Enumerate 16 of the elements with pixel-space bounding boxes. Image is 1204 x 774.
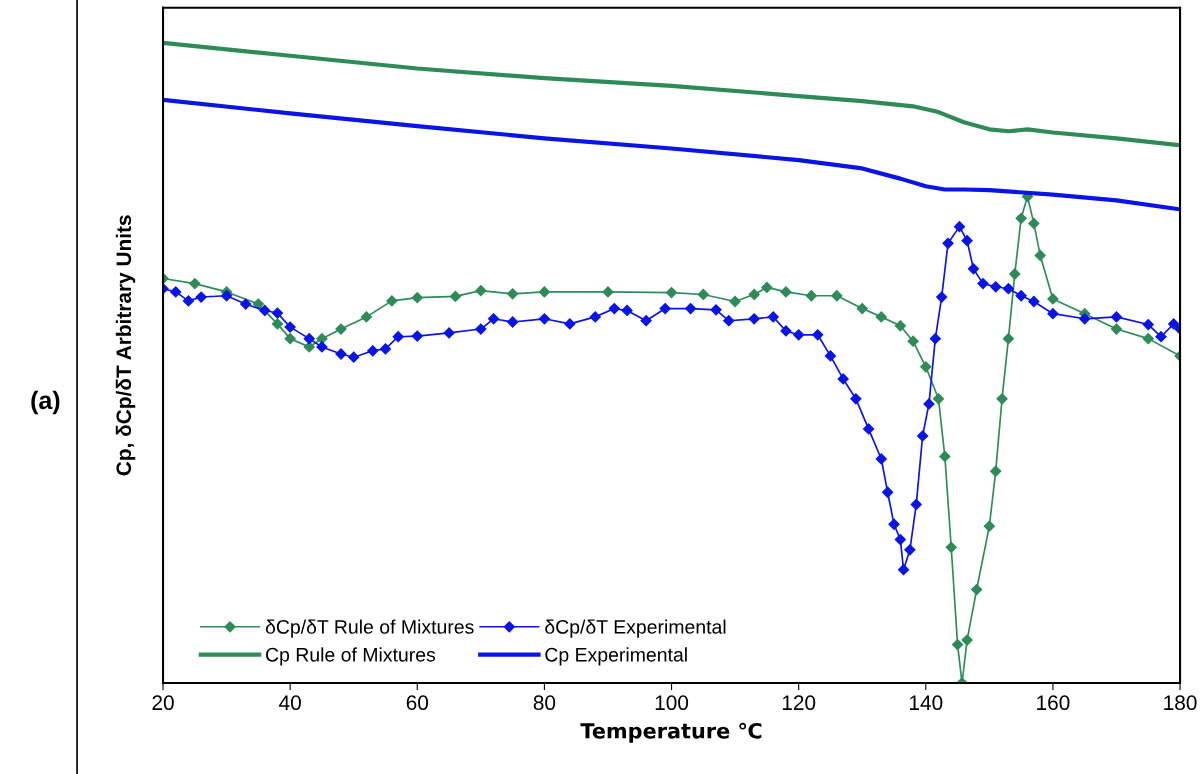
- y-axis-title: Cp, δCp/δT Arbitrary Units: [115, 215, 136, 476]
- legend-label: δCp/δT Rule of Mixtures: [265, 619, 474, 638]
- x-tick-label: 160: [1037, 695, 1070, 711]
- x-tick-label: 100: [655, 695, 689, 711]
- legend-label: Cp Rule of Mixtures: [266, 647, 436, 666]
- x-tick-label: 40: [279, 695, 301, 711]
- x-tick-label: 140: [910, 695, 943, 711]
- x-tick-label: 60: [406, 695, 429, 711]
- x-tick-label: 20: [152, 695, 174, 711]
- legend-label: Cp Experimental: [545, 647, 687, 666]
- x-tick-label: 180: [1164, 695, 1197, 711]
- text: (a): [31, 390, 60, 415]
- x-tick-label: 80: [533, 695, 556, 711]
- x-axis-title: Temperature ℃: [580, 722, 762, 743]
- x-tick-label: 120: [782, 695, 816, 711]
- legend-label: δCp/δT Experimental: [545, 619, 726, 638]
